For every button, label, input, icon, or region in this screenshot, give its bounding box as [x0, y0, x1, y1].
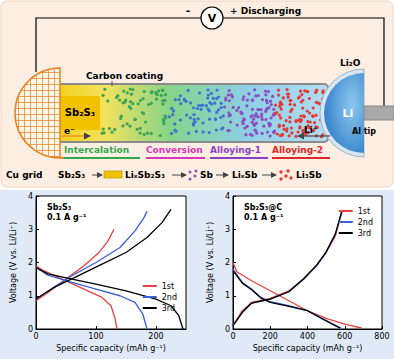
svg-text:LiₓSb₂S₃: LiₓSb₂S₃	[125, 170, 165, 180]
svg-text:Sb₂S₃: Sb₂S₃	[65, 107, 95, 118]
svg-text:-: -	[186, 4, 191, 17]
svg-text:800: 800	[374, 332, 389, 341]
svg-text:Cu grid: Cu grid	[6, 170, 43, 180]
svg-text:e⁻: e⁻	[64, 126, 75, 136]
svg-text:4: 4	[225, 192, 230, 201]
svg-text:100: 100	[88, 332, 103, 341]
svg-text:Li: Li	[343, 107, 354, 120]
svg-text:0.1 A g⁻¹: 0.1 A g⁻¹	[244, 213, 284, 222]
svg-text:Alloying-1: Alloying-1	[210, 145, 261, 155]
svg-text:+ Discharging: + Discharging	[230, 6, 301, 16]
svg-text:2nd: 2nd	[162, 293, 177, 302]
svg-text:200: 200	[148, 332, 163, 341]
svg-text:LiₓSb: LiₓSb	[232, 170, 258, 180]
svg-text:Voltage (V vs. Li/Li⁺): Voltage (V vs. Li/Li⁺)	[206, 222, 215, 303]
svg-text:2: 2	[225, 258, 230, 267]
svg-text:200: 200	[263, 332, 278, 341]
svg-text:V: V	[208, 12, 217, 25]
svg-text:Specific capacity (mAh g⁻¹): Specific capacity (mAh g⁻¹)	[56, 344, 166, 353]
svg-text:4: 4	[28, 192, 33, 201]
svg-text:Sb: Sb	[200, 170, 213, 180]
svg-text:400: 400	[300, 332, 315, 341]
svg-text:0: 0	[230, 332, 235, 341]
svg-text:2nd: 2nd	[358, 218, 373, 227]
svg-text:Li₂O: Li₂O	[340, 58, 361, 68]
svg-text:0: 0	[33, 332, 38, 341]
svg-text:Voltage (V vs. Li/Li⁺): Voltage (V vs. Li/Li⁺)	[9, 222, 18, 303]
svg-text:Sb₂S₃@C: Sb₂S₃@C	[244, 203, 282, 212]
svg-text:Carbon coating: Carbon coating	[86, 71, 163, 81]
svg-text:3: 3	[28, 225, 33, 234]
svg-text:0.1 A g⁻¹: 0.1 A g⁻¹	[47, 213, 87, 222]
svg-text:1: 1	[225, 291, 230, 300]
svg-text:1st: 1st	[162, 282, 174, 291]
svg-text:600: 600	[337, 332, 352, 341]
svg-text:3: 3	[225, 225, 230, 234]
svg-text:3rd: 3rd	[162, 304, 175, 313]
svg-text:Specific capacity (mAh g⁻¹): Specific capacity (mAh g⁻¹)	[253, 344, 363, 353]
svg-text:3rd: 3rd	[358, 229, 371, 238]
svg-text:Sb₂S₃: Sb₂S₃	[58, 170, 85, 180]
svg-text:Conversion: Conversion	[146, 145, 203, 155]
svg-text:0: 0	[225, 325, 230, 334]
svg-text:Intercalation: Intercalation	[64, 145, 129, 155]
svg-text:Sb₂S₃: Sb₂S₃	[47, 203, 72, 212]
svg-text:2: 2	[28, 258, 33, 267]
svg-text:Li⁺: Li⁺	[304, 125, 318, 135]
svg-text:Li₃Sb: Li₃Sb	[296, 170, 322, 180]
svg-text:0: 0	[28, 325, 33, 334]
svg-text:1st: 1st	[358, 207, 370, 216]
svg-text:Al tip: Al tip	[352, 127, 376, 136]
svg-text:1: 1	[28, 291, 33, 300]
svg-text:Alloying-2: Alloying-2	[272, 145, 323, 155]
